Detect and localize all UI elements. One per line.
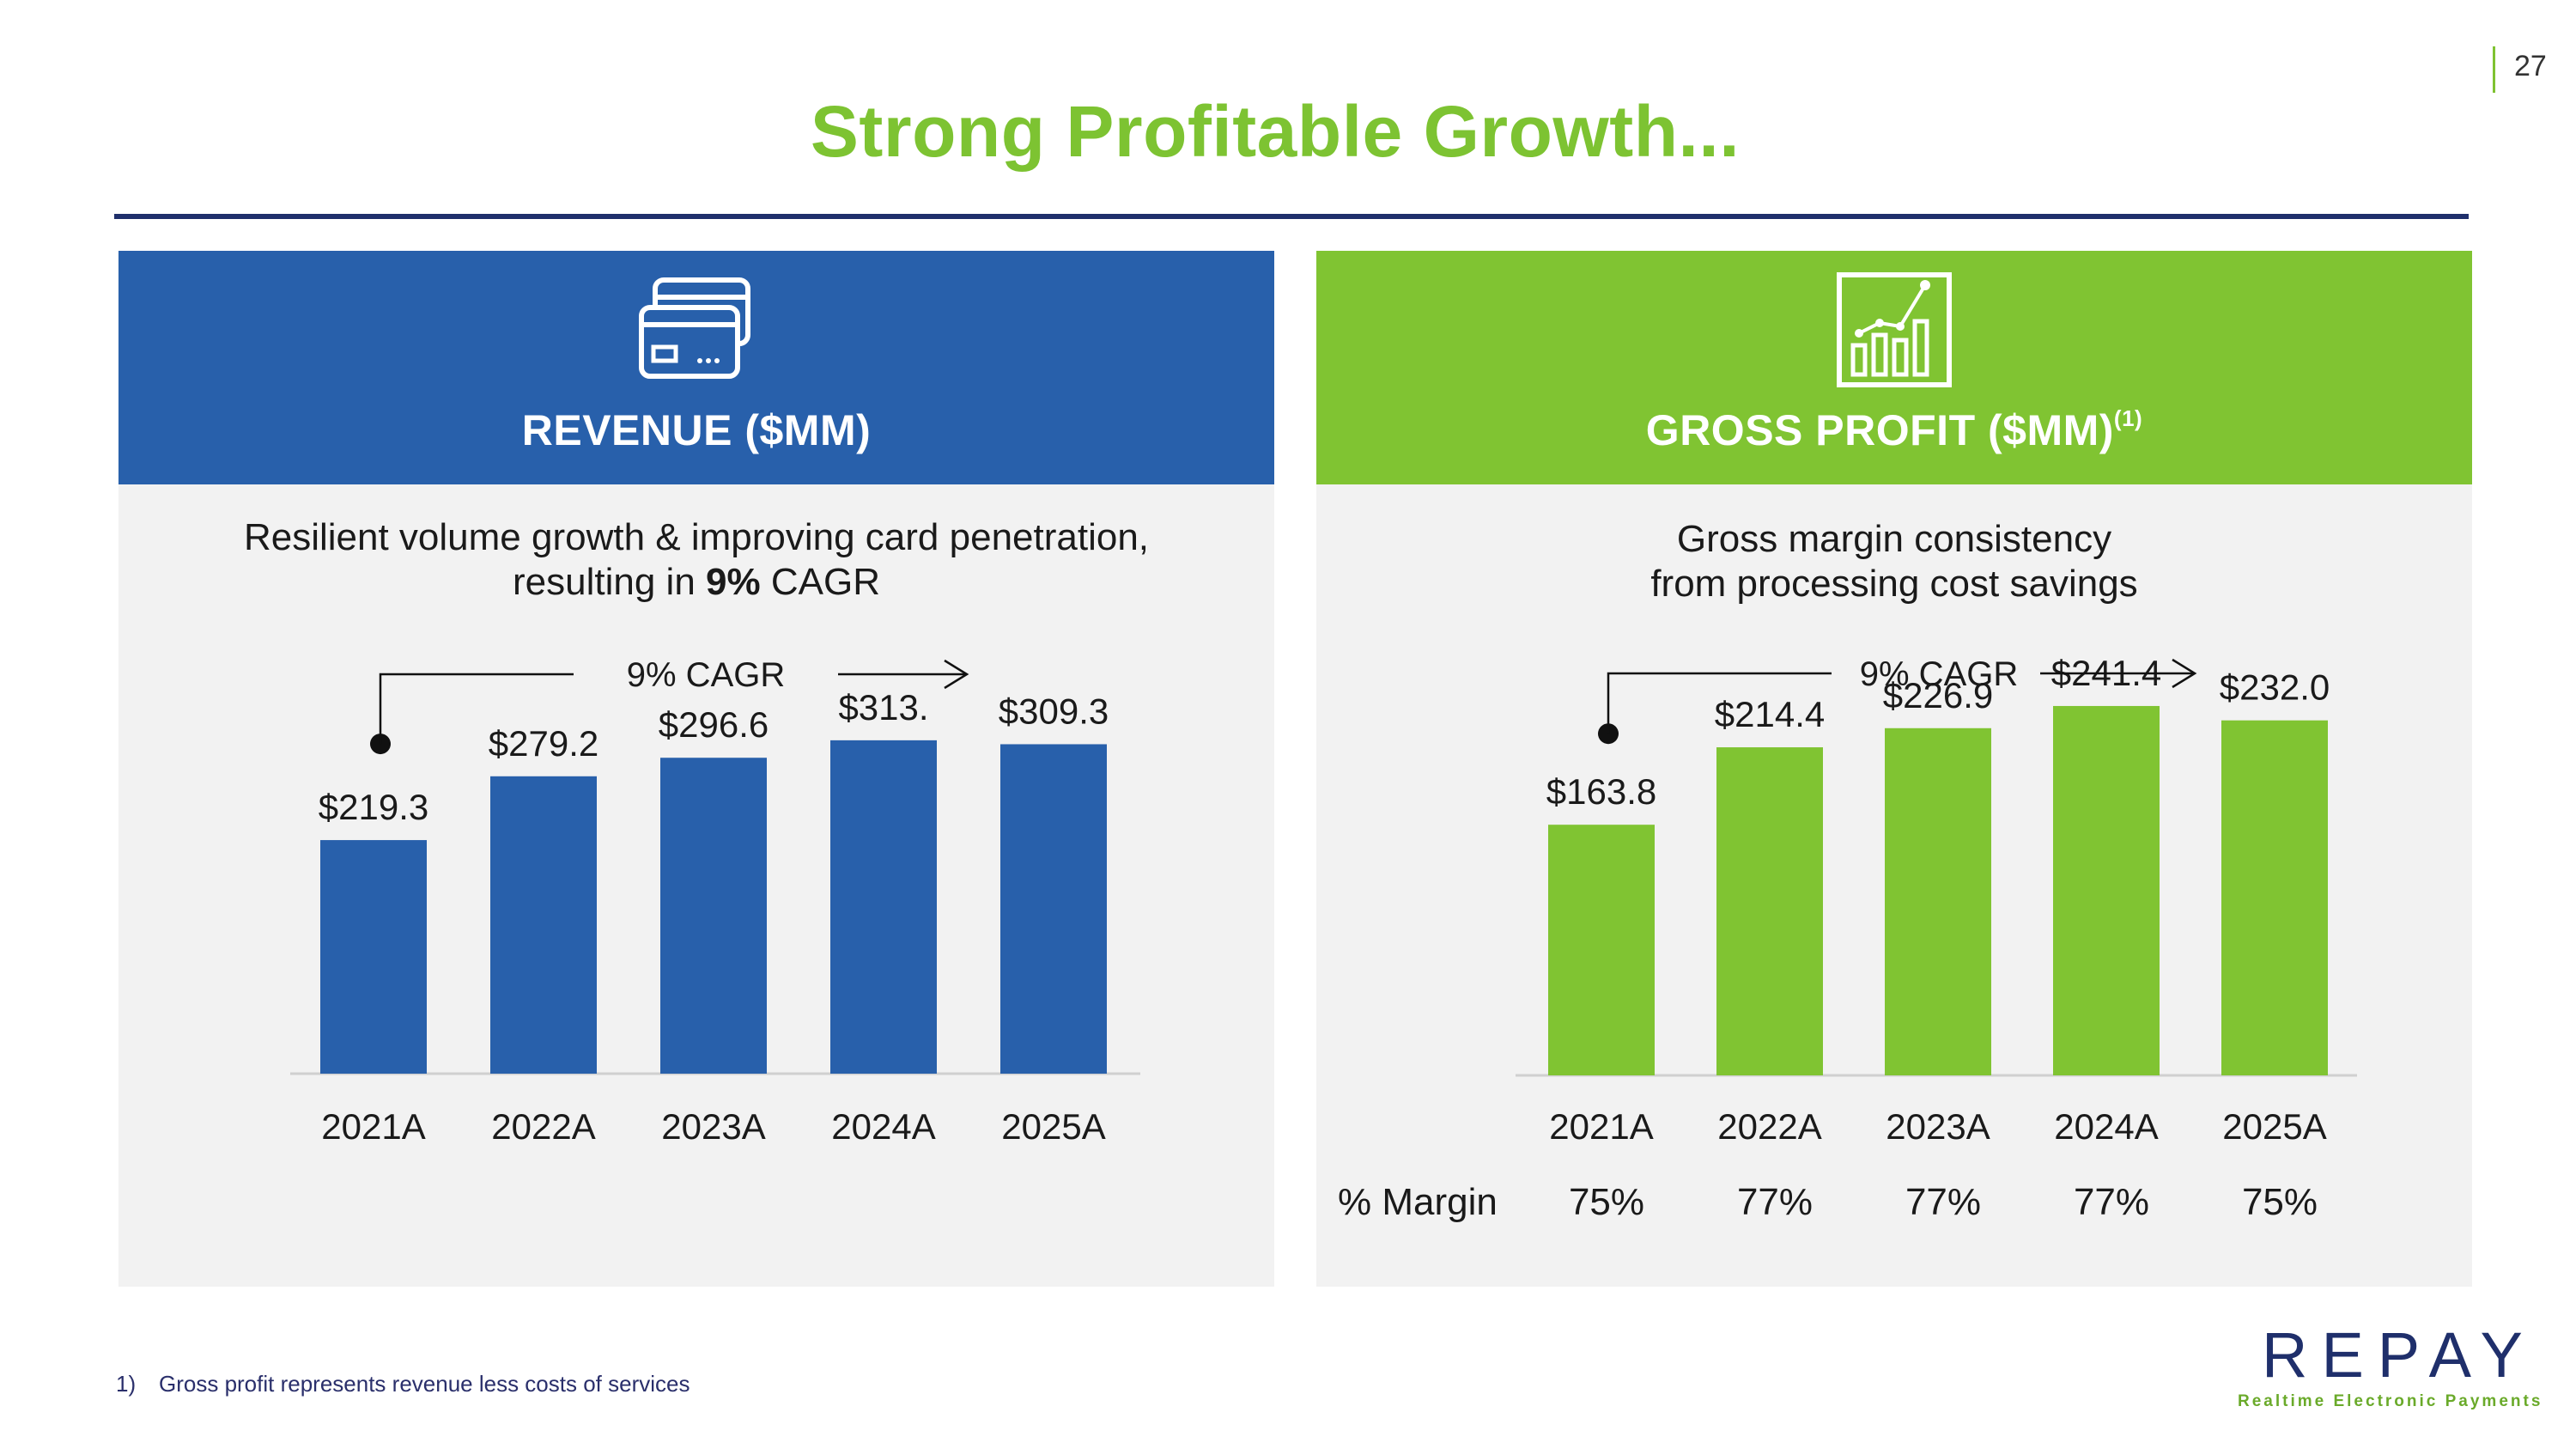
revenue-panel: REVENUE ($MM) Resilient volume growth & … [118, 251, 1274, 1287]
page-title: Strong Profitable Growth... [810, 91, 1741, 172]
gross-profit-footnote-ref: (1) [2113, 405, 2143, 431]
x-tick-2021A: 2021A [1549, 1106, 1653, 1147]
footnote-number: 1) [116, 1371, 137, 1397]
x-tick-2023A: 2023A [661, 1106, 765, 1147]
x-tick-2025A: 2025A [1001, 1106, 1105, 1147]
cagr-connector-line [1607, 672, 1832, 734]
bar-2024A [2053, 705, 2160, 1075]
gross-profit-heading-text: GROSS PROFIT ($MM) [1645, 406, 2114, 454]
cagr-annotation: 9% CAGR [370, 656, 969, 755]
data-label-2021A: $219.3 [319, 787, 428, 827]
revenue-subtitle: Resilient volume growth & improving card… [118, 515, 1274, 605]
bar-2024A [830, 740, 937, 1074]
repay-logo: REPAY Realtime Electronic Payments [2233, 1318, 2559, 1413]
data-label-2022A: $279.2 [489, 723, 598, 764]
revenue-subtitle-line2: resulting in 9% CAGR [118, 560, 1274, 605]
data-label-2023A: $296.6 [659, 704, 769, 745]
x-tick-2022A: 2022A [491, 1106, 595, 1147]
footnote-text: Gross profit represents revenue less cos… [159, 1371, 690, 1397]
data-label-2021A: $163.8 [1546, 771, 1656, 812]
page-number: 27 [2514, 50, 2547, 82]
bar-2023A [1885, 728, 1991, 1075]
cagr-label: 9% CAGR [1860, 655, 2019, 693]
x-tick-2024A: 2024A [831, 1106, 935, 1147]
x-tick-2022A: 2022A [1717, 1106, 1821, 1147]
credit-cards-icon [639, 277, 750, 379]
margin-value-2024A: 77% [2074, 1181, 2149, 1223]
revenue-heading: REVENUE ($MM) [521, 406, 872, 454]
x-tick-2025A: 2025A [2222, 1106, 2326, 1147]
gross-profit-chart: $163.82021A$214.42022A$226.92023A$241.42… [1338, 653, 2357, 1223]
margin-value-2022A: 77% [1737, 1181, 1813, 1223]
bar-2022A [1716, 747, 1823, 1075]
bar-2022A [490, 776, 597, 1074]
page-number-divider [2493, 46, 2495, 93]
bar-2025A [1000, 744, 1107, 1074]
revenue-subtitle-bold: 9% [706, 561, 761, 603]
cagr-annotation: 9% CAGR [1598, 655, 2197, 745]
revenue-subtitle-line1: Resilient volume growth & improving card… [243, 516, 1150, 558]
margin-row-label: % Margin [1338, 1181, 1498, 1223]
data-label-2022A: $214.4 [1715, 694, 1825, 734]
gross-profit-heading: GROSS PROFIT ($MM)(1) [1316, 405, 2472, 455]
margin-value-2025A: 75% [2242, 1181, 2318, 1223]
bar-2023A [660, 758, 767, 1074]
margin-value-2023A: 77% [1905, 1181, 1981, 1223]
title-divider [114, 214, 2469, 219]
revenue-chart: $219.3 2021A $279.2 2022A $296.6 2023A $313. 20… [290, 656, 1140, 1147]
cagr-arrow-head [2172, 658, 2197, 689]
gross-profit-subtitle-line1: Gross margin consistency [1676, 518, 2112, 560]
cagr-connector-line [379, 673, 574, 745]
bar-2021A [1548, 825, 1655, 1075]
margin-value-2021A: 75% [1569, 1181, 1644, 1223]
gross-profit-panel: GROSS PROFIT ($MM)(1) Gross margin consi… [1316, 251, 2472, 1287]
data-label-2025A: $232.0 [2220, 667, 2330, 708]
data-label-2024A: $313. [838, 687, 928, 728]
growth-chart-icon [1837, 272, 1952, 387]
gross-profit-subtitle-line2: from processing cost savings [1650, 563, 2138, 605]
bar-2025A [2221, 720, 2328, 1075]
gross-profit-panel-header: GROSS PROFIT ($MM)(1) [1316, 251, 2472, 484]
data-label-2023A: $226.9 [1883, 675, 1993, 715]
cagr-label: 9% CAGR [627, 656, 786, 694]
x-tick-2024A: 2024A [2054, 1106, 2158, 1147]
x-tick-2021A: 2021A [321, 1106, 425, 1147]
gross-profit-subtitle: Gross margin consistency from processing… [1316, 517, 2472, 606]
data-label-2025A: $309.3 [999, 691, 1109, 731]
logo-tagline: Realtime Electronic Payments [2238, 1392, 2543, 1410]
revenue-subtitle-suffix: CAGR [760, 561, 880, 603]
x-tick-2023A: 2023A [1886, 1106, 1990, 1147]
bar-2021A [320, 840, 427, 1074]
cagr-arrow-head [944, 659, 969, 690]
logo-wordmark: REPAY [2262, 1319, 2537, 1391]
revenue-subtitle-prefix: resulting in [513, 561, 707, 603]
revenue-panel-header: REVENUE ($MM) [118, 251, 1274, 484]
